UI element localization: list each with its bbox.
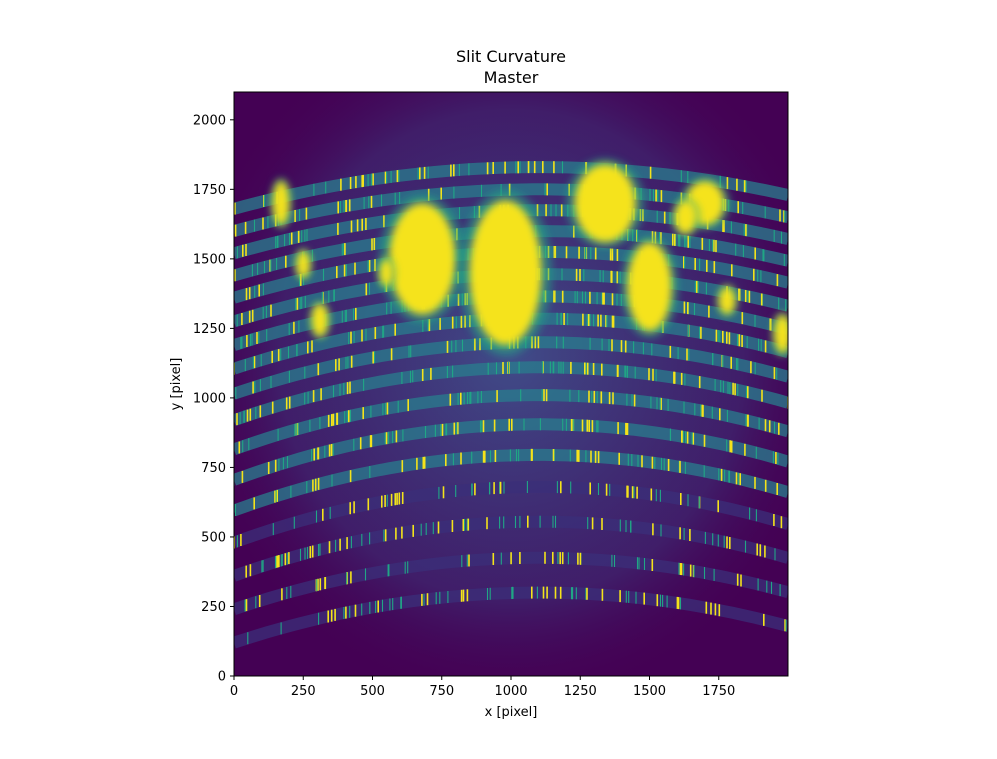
saturated-blob xyxy=(296,250,311,279)
saturated-blob xyxy=(774,314,788,354)
saturated-blob xyxy=(674,200,697,234)
y-tick-label: 0 xyxy=(218,670,226,685)
y-tick-label: 1000 xyxy=(193,391,226,406)
x-tick-label: 500 xyxy=(360,684,385,699)
saturated-blob xyxy=(469,200,542,346)
chart-subtitle: Master xyxy=(484,68,539,87)
saturated-blob xyxy=(272,180,290,226)
echelle-order xyxy=(234,480,788,549)
y-tick-label: 750 xyxy=(201,461,226,476)
saturated-blob xyxy=(389,203,456,315)
y-tick-label: 500 xyxy=(201,530,226,545)
x-axis: 0 250 500 750 1000 1250 1500 1750 xyxy=(230,676,735,699)
echelle-order xyxy=(234,448,788,517)
echelle-order xyxy=(234,389,788,456)
x-tick-label: 1750 xyxy=(702,684,735,699)
x-tick-label: 750 xyxy=(429,684,454,699)
y-tick-label: 1750 xyxy=(193,183,226,198)
saturated-blob xyxy=(627,242,672,332)
y-tick-label: 1250 xyxy=(193,322,226,337)
x-tick-label: 1500 xyxy=(633,684,666,699)
plot-area xyxy=(234,92,788,676)
y-axis-label: y [pixel] xyxy=(169,358,184,411)
x-axis-label: x [pixel] xyxy=(485,705,538,720)
y-tick-label: 250 xyxy=(201,600,226,615)
y-tick-label: 1500 xyxy=(193,252,226,267)
saturated-blob xyxy=(574,164,636,243)
saturated-blob xyxy=(311,303,329,337)
x-tick-label: 0 xyxy=(230,684,238,699)
saturated-blob xyxy=(379,258,394,287)
echelle-order xyxy=(234,586,788,649)
y-axis: 0 250 500 750 1000 1250 1500 1750 2000 xyxy=(193,113,234,685)
saturated-regions xyxy=(270,158,788,357)
chart-title: Slit Curvature xyxy=(456,47,566,66)
echelle-order xyxy=(234,515,788,582)
x-tick-label: 250 xyxy=(291,684,316,699)
saturated-blob xyxy=(718,286,736,315)
echelle-order xyxy=(234,361,788,426)
x-tick-label: 1000 xyxy=(494,684,527,699)
x-tick-label: 1250 xyxy=(564,684,597,699)
y-tick-label: 2000 xyxy=(193,113,226,128)
echelle-order xyxy=(234,161,788,215)
